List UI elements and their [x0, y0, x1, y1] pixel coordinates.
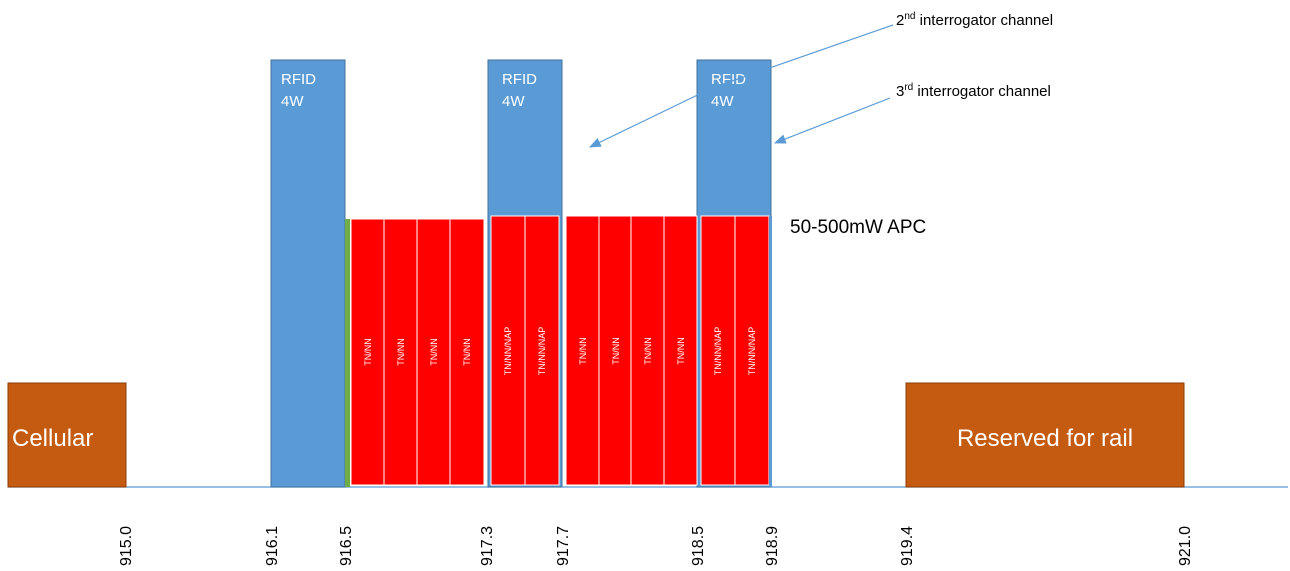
channel-label: TN/NN [396, 338, 406, 366]
channel-label: TN/NN/NAP [503, 327, 513, 376]
channel [350, 218, 385, 486]
channel-group-2: TN/NN/NAP TN/NN/NAP [490, 215, 560, 486]
channel [700, 215, 736, 486]
channel-group-4: TN/NN/NAP TN/NN/NAP [700, 215, 770, 486]
rail-block: Reserved for rail [905, 382, 1185, 488]
channel-label: TN/NN [643, 337, 653, 365]
tick-label: 917.7 [555, 526, 572, 566]
channel [565, 215, 600, 486]
channel [449, 218, 485, 486]
channel-label: TN/NN/NAP [713, 327, 723, 376]
second-channel-label: 2nd interrogator channel [896, 11, 1053, 29]
channel-group-1: TN/NN TN/NN TN/NN TN/NN [350, 218, 485, 486]
second-channel-arrow [588, 87, 713, 148]
apc-label: 50-500mW APC [790, 217, 926, 238]
tick-label: 919.4 [899, 526, 916, 566]
channel [598, 215, 632, 486]
channel [630, 215, 665, 486]
rfid-block-1: RFID 4W [270, 59, 346, 488]
rfid-1-line1: RFID [281, 71, 316, 88]
rail-label: Reserved for rail [957, 425, 1133, 452]
channel [383, 218, 418, 486]
channel-group-3: TN/NN TN/NN TN/NN TN/NN [565, 215, 698, 486]
channel-label: TN/NN [363, 338, 373, 366]
blue-edge [769, 216, 772, 487]
cellular-label: Cellular [12, 425, 93, 452]
channel [663, 215, 698, 486]
channel-label: TN/NN [462, 338, 472, 366]
channel-label: TN/NN [611, 337, 621, 365]
tick-label: 918.9 [764, 526, 781, 566]
channel-label: TN/NN/NAP [747, 327, 757, 376]
rfid-3-line2: 4W [711, 93, 734, 110]
rfid-2-line1: RFID [502, 71, 537, 88]
third-channel-arrow [773, 97, 891, 144]
channel-label: TN/NN [578, 337, 588, 365]
rfid-3-line1: RFID [711, 71, 746, 88]
tick-label: 918.5 [690, 526, 707, 566]
green-strip [345, 219, 350, 487]
frequency-axis: 915.0 916.1 916.5 917.3 917.7 918.5 918.… [118, 526, 1194, 566]
rfid-2-line2: 4W [502, 93, 525, 110]
channel-label: TN/NN [429, 338, 439, 366]
second-channel-line [711, 24, 894, 89]
tick-label: 915.0 [118, 526, 135, 566]
cellular-block: Cellular [7, 382, 127, 488]
channel [416, 218, 451, 486]
tick-label: 917.3 [479, 526, 496, 566]
tick-label: 916.1 [264, 526, 281, 566]
channel [734, 215, 770, 486]
channel-label: TN/NN/NAP [537, 327, 547, 376]
rfid-1-line2: 4W [281, 93, 304, 110]
tick-label: 921.0 [1177, 526, 1194, 566]
channel-label: TN/NN [676, 337, 686, 365]
third-channel-label: 3rd interrogator channel [896, 82, 1051, 100]
tick-label: 916.5 [338, 526, 355, 566]
channel [524, 215, 560, 486]
